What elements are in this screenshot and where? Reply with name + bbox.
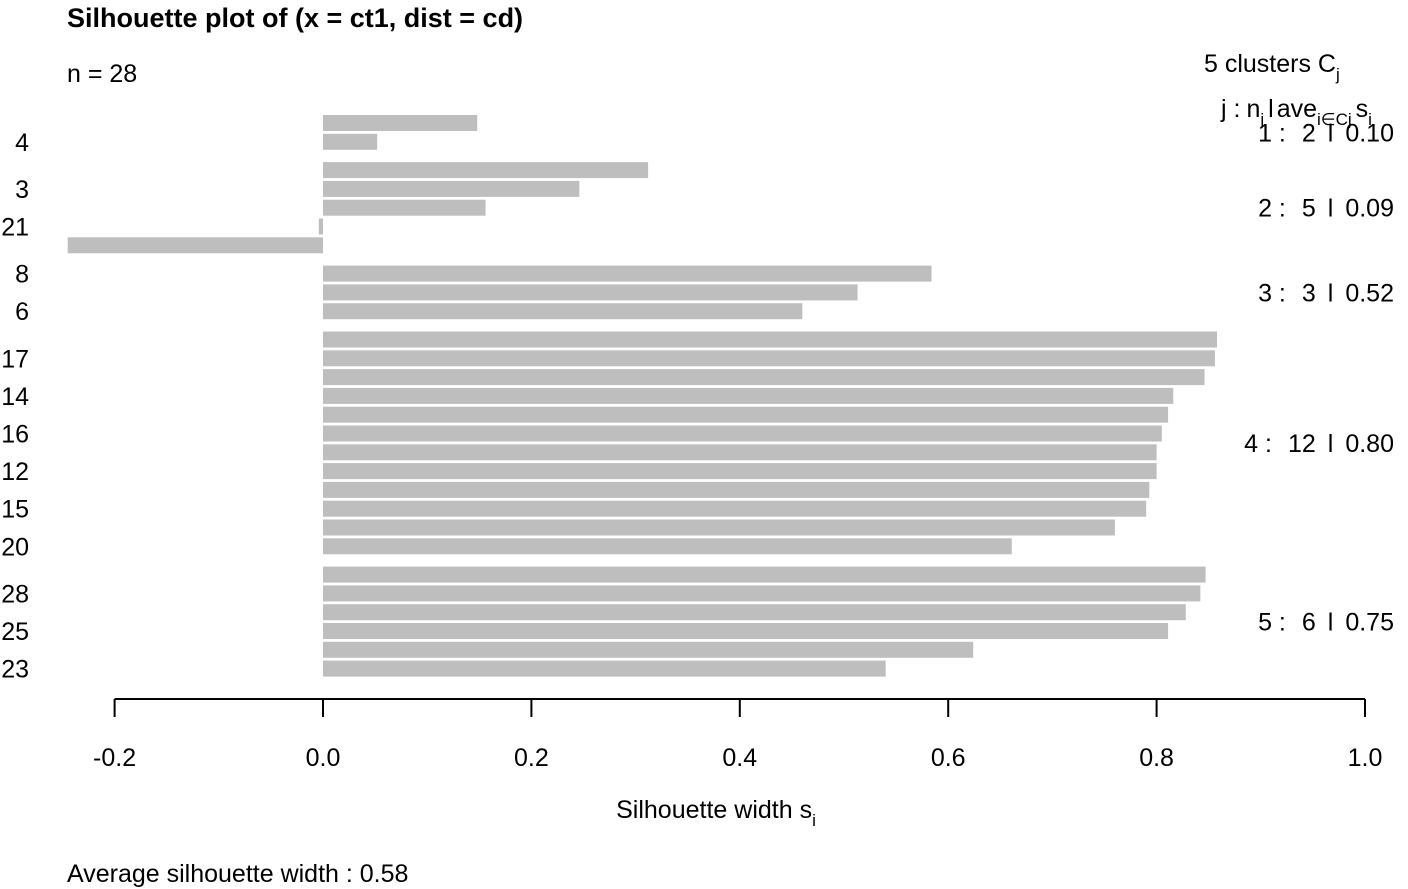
bar-cluster-4-obs-11 — [323, 519, 1115, 536]
cluster-2-id: 2 : — [1258, 195, 1286, 223]
cluster-3-separator: l — [1328, 279, 1334, 307]
chart-subtitle: n = 28 — [67, 60, 137, 88]
bar-cluster-3-obs-2 — [323, 284, 858, 301]
cluster-1-separator: l — [1328, 119, 1334, 147]
x-axis: -0.2 0.0 0.2 0.4 0.6 0.8 1.0 — [93, 698, 1383, 772]
legend-header-n-sub: j — [1259, 110, 1264, 129]
cluster-1-average: 0.10 — [1345, 119, 1394, 147]
x-axis-label: Silhouette width si — [616, 796, 816, 830]
row-label-4: 8 — [15, 261, 29, 289]
bar-cluster-5-obs-4 — [323, 623, 1169, 639]
average-width-footer: Average silhouette width : 0.58 — [67, 860, 408, 888]
bar-cluster-4-obs-4 — [323, 387, 1174, 404]
cluster-label-1: 1 : 2 l 0.10 — [1258, 119, 1394, 147]
cluster-3-average: 0.52 — [1345, 279, 1394, 307]
x-tick-label-3: 0.2 — [514, 744, 549, 772]
bar-cluster-5-obs-5 — [323, 641, 974, 658]
bar-cluster-4-obs-6 — [323, 425, 1162, 442]
cluster-label-4: 4 : 12 l 0.80 — [1244, 430, 1394, 458]
legend-header-n: n — [1246, 95, 1260, 123]
bar-cluster-2-obs-5 — [67, 237, 324, 254]
row-label-11: 20 — [1, 533, 29, 561]
cluster-2-separator: l — [1328, 195, 1334, 223]
legend-header-ave: ave — [1277, 95, 1317, 123]
cluster-label-3: 3 : 3 l 0.52 — [1258, 279, 1394, 307]
bar-cluster-2-obs-2 — [323, 180, 580, 197]
bar-cluster-3-obs-3 — [323, 303, 803, 320]
row-label-9: 12 — [1, 458, 29, 486]
bar-cluster-4-obs-8 — [323, 463, 1157, 480]
cluster-3-size: 3 — [1302, 279, 1316, 307]
cluster-label-2: 2 : 5 l 0.09 — [1258, 195, 1394, 223]
bar-cluster-4-obs-7 — [323, 444, 1157, 461]
bar-cluster-2-obs-3 — [323, 199, 486, 216]
x-axis-label-sub: i — [812, 811, 816, 830]
row-label-7: 14 — [1, 383, 29, 411]
legend-title-text: 5 clusters C — [1204, 50, 1336, 78]
row-label-5: 6 — [15, 298, 29, 326]
cluster-1-size: 2 — [1302, 119, 1316, 147]
bar-cluster-1-obs-1 — [323, 115, 478, 131]
cluster-5-size: 6 — [1302, 609, 1316, 637]
cluster-5-id: 5 : — [1258, 609, 1286, 637]
cluster-4-size: 12 — [1288, 430, 1316, 458]
legend-title: 5 clusters Cj — [1204, 50, 1340, 84]
legend-header: j : nj l avei∈Cj si — [1220, 95, 1372, 129]
row-label-6: 17 — [1, 345, 29, 373]
cluster-2-average: 0.09 — [1345, 195, 1394, 223]
row-label-12: 28 — [1, 580, 29, 608]
bar-cluster-5-obs-6 — [323, 660, 886, 677]
cluster-label-5: 5 : 6 l 0.75 — [1258, 609, 1394, 637]
bar-cluster-4-obs-9 — [323, 481, 1150, 498]
x-tick-label-7: 1.0 — [1348, 744, 1383, 772]
row-label-1: 4 — [15, 129, 29, 157]
row-label-13: 25 — [1, 618, 29, 646]
x-tick-label-5: 0.6 — [931, 744, 966, 772]
row-label-14: 23 — [1, 656, 29, 684]
bar-cluster-1-obs-2 — [323, 133, 378, 150]
row-label-10: 15 — [1, 496, 29, 524]
cluster-5-separator: l — [1328, 609, 1334, 637]
row-label-8: 16 — [1, 421, 29, 449]
legend-title-sub: j — [1335, 65, 1340, 84]
row-label-3: 21 — [1, 214, 29, 242]
bar-cluster-4-obs-2 — [323, 350, 1215, 367]
cluster-1-id: 1 : — [1258, 119, 1286, 147]
bar-cluster-4-obs-5 — [323, 406, 1169, 423]
row-labels-group: 4 3 21 8 6 17 14 16 12 15 20 28 25 23 — [1, 129, 29, 684]
bar-cluster-5-obs-1 — [323, 566, 1206, 583]
cluster-4-id: 4 : — [1244, 430, 1272, 458]
x-axis-label-text: Silhouette width s — [616, 796, 812, 824]
bar-cluster-2-obs-1 — [323, 162, 649, 179]
row-label-2: 3 — [15, 176, 29, 204]
bar-cluster-4-obs-3 — [323, 369, 1205, 386]
legend-header-ave-sub: i∈Cj — [1317, 110, 1352, 129]
bar-cluster-4-obs-12 — [323, 538, 1012, 555]
legend-header-j: j : — [1220, 95, 1240, 123]
bar-cluster-4-obs-1 — [323, 331, 1218, 348]
chart-title: Silhouette plot of (x = ct1, dist = cd) — [67, 3, 523, 33]
x-tick-label-1: -0.2 — [93, 744, 136, 772]
bar-cluster-5-obs-2 — [323, 585, 1201, 602]
x-tick-label-2: 0.0 — [306, 744, 341, 772]
cluster-5-average: 0.75 — [1345, 609, 1394, 637]
cluster-labels-group: 1 :2 l 0.102 :5 l 0.093 :3 l 0.524 :12 l 0.805 :… — [1244, 119, 1394, 636]
cluster-2-size: 5 — [1302, 195, 1316, 223]
legend-header-bar: l — [1268, 95, 1274, 123]
bar-cluster-3-obs-1 — [323, 265, 932, 282]
bar-cluster-4-obs-10 — [323, 500, 1147, 517]
bars-group — [67, 115, 1218, 677]
legend-header-s-sub: i — [1368, 110, 1372, 129]
x-tick-label-6: 0.8 — [1139, 744, 1174, 772]
cluster-4-average: 0.80 — [1345, 430, 1394, 458]
cluster-4-separator: l — [1328, 430, 1334, 458]
bar-cluster-2-obs-4 — [318, 218, 323, 235]
x-tick-label-4: 0.4 — [722, 744, 757, 772]
cluster-3-id: 3 : — [1258, 279, 1286, 307]
bar-cluster-5-obs-3 — [323, 604, 1186, 621]
legend-header-s: s — [1356, 95, 1369, 123]
